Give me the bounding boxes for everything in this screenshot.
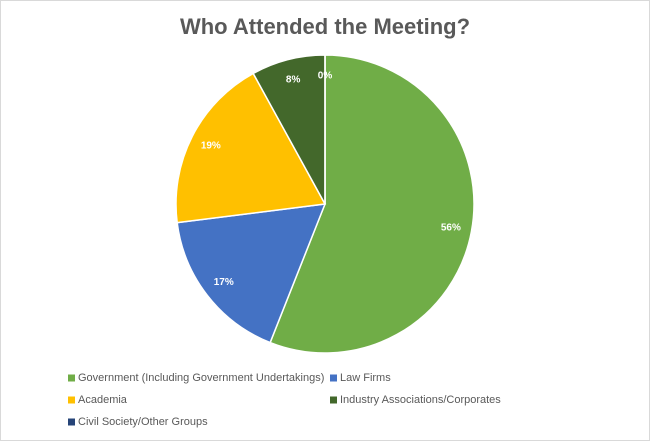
legend-label: Civil Society/Other Groups [78,416,208,428]
legend-swatch [330,374,337,382]
pie-slice [176,203,327,344]
data-label: 56% [441,223,461,234]
legend-label: Industry Associations/Corporates [340,394,501,406]
legend-swatch [330,396,337,404]
legend-label: Academia [78,394,128,406]
legend-label: Law Firms [340,372,391,384]
pie-slice [269,54,475,354]
legend-swatch [68,396,75,404]
data-label: 0% [318,71,333,82]
chart-title: Who Attended the Meeting? [180,14,470,39]
legend-swatch [68,418,75,426]
data-label: 8% [286,75,301,86]
data-label: 19% [201,140,221,151]
pie-slice [175,72,327,224]
data-label: 17% [214,277,234,288]
legend-swatch [68,374,75,382]
legend-label: Government (Including Government Underta… [78,372,324,384]
